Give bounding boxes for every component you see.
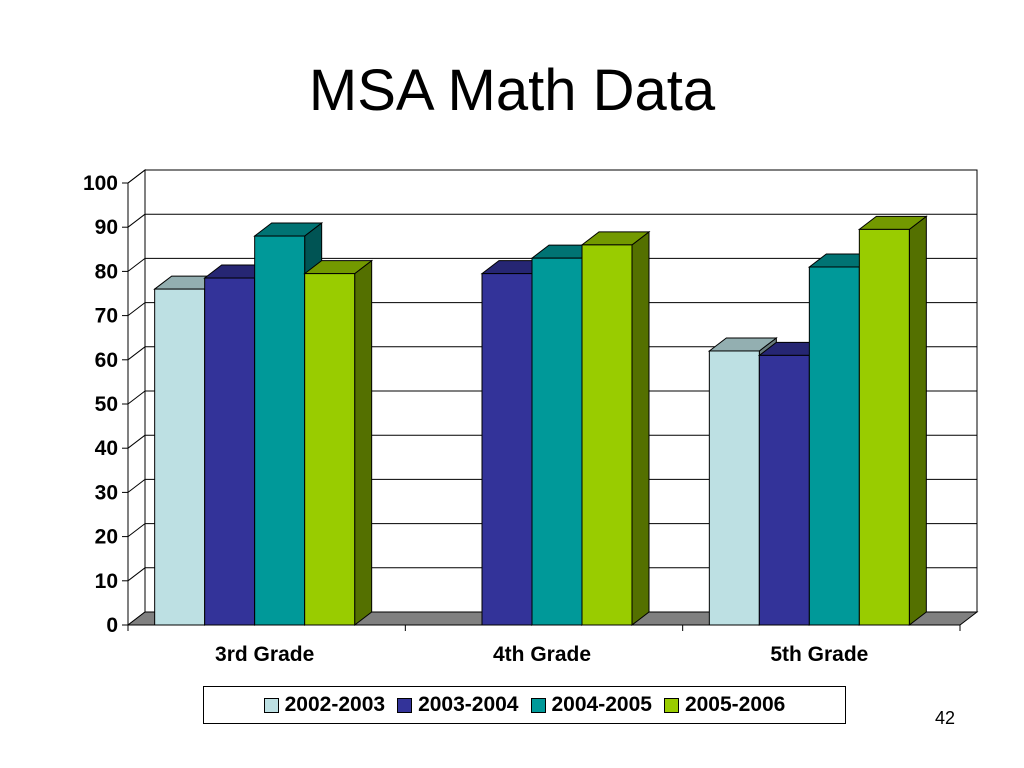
legend-item: 2004-2005 (530, 693, 652, 717)
bar-front (581, 244, 633, 626)
gridline-side (127, 213, 146, 228)
y-tick-label: 80 (95, 260, 118, 283)
bar-side (908, 215, 927, 627)
bar-front (204, 277, 256, 626)
y-tick-label: 20 (95, 526, 118, 549)
y-axis (122, 182, 129, 626)
bar-front (154, 288, 206, 626)
gridline-side (127, 523, 146, 537)
legend-swatch (663, 697, 679, 713)
legend-label: 2003-2004 (418, 693, 519, 716)
legend-label: 2004-2005 (551, 693, 652, 716)
bar-front (304, 273, 356, 626)
gridline-side (127, 434, 146, 449)
bar-front (481, 273, 533, 626)
legend-swatch (263, 697, 279, 713)
bar-front (708, 350, 760, 626)
bars (153, 215, 928, 627)
category-label: 4th Grade (493, 643, 591, 666)
bar-front (531, 257, 583, 626)
legend-item: 2003-2004 (397, 693, 519, 717)
gridline-side (127, 258, 146, 272)
legend-item: 2005-2006 (663, 693, 786, 717)
legend: 2002-2003 2003-2004 2004-2005 2005-2006 (203, 686, 846, 724)
gridline-side (127, 169, 146, 184)
bar-chart: 0 10 20 30 40 50 60 70 80 90 100 3rd Grade 4th Grad… (83, 168, 979, 666)
y-tick-label: 100 (83, 172, 118, 195)
y-tick-label: 70 (95, 305, 118, 328)
bar-front (858, 228, 910, 626)
legend-label: 2002-2003 (284, 693, 386, 716)
y-tick-label: 60 (95, 349, 118, 372)
bar (857, 215, 928, 627)
page-title: MSA Math Data (308, 58, 716, 123)
category-label: 3rd Grade (215, 643, 314, 666)
bar-front (808, 266, 860, 626)
page-number: 42 (935, 708, 956, 728)
category-label: 5th Grade (770, 643, 868, 666)
category-labels: 3rd Grade 4th Grade 5th Grade (215, 643, 868, 666)
bar-side (354, 259, 373, 627)
bar (303, 259, 374, 627)
y-tick-label: 90 (95, 216, 118, 239)
y-tick-label: 50 (95, 393, 118, 416)
legend-swatch (397, 697, 413, 713)
bar (580, 230, 651, 627)
bar-front (758, 354, 810, 626)
gridline-side (127, 302, 146, 316)
gridline-side (127, 346, 146, 361)
y-tick-label: 30 (95, 481, 118, 504)
y-tick-label: 10 (95, 570, 118, 593)
y-tick-label: 40 (95, 437, 118, 460)
gridline-side (127, 567, 146, 582)
bar-front (254, 235, 306, 626)
x-axis (127, 624, 961, 631)
gridline-side (127, 479, 146, 493)
y-tick-label: 0 (106, 614, 118, 637)
bar-side (631, 230, 650, 627)
legend-swatch (530, 697, 546, 713)
legend-item: 2002-2003 (263, 693, 386, 717)
legend-label: 2005-2006 (684, 693, 786, 716)
y-tick-labels: 0 10 20 30 40 50 60 70 80 90 100 (83, 172, 118, 637)
gridline-side (127, 390, 146, 405)
